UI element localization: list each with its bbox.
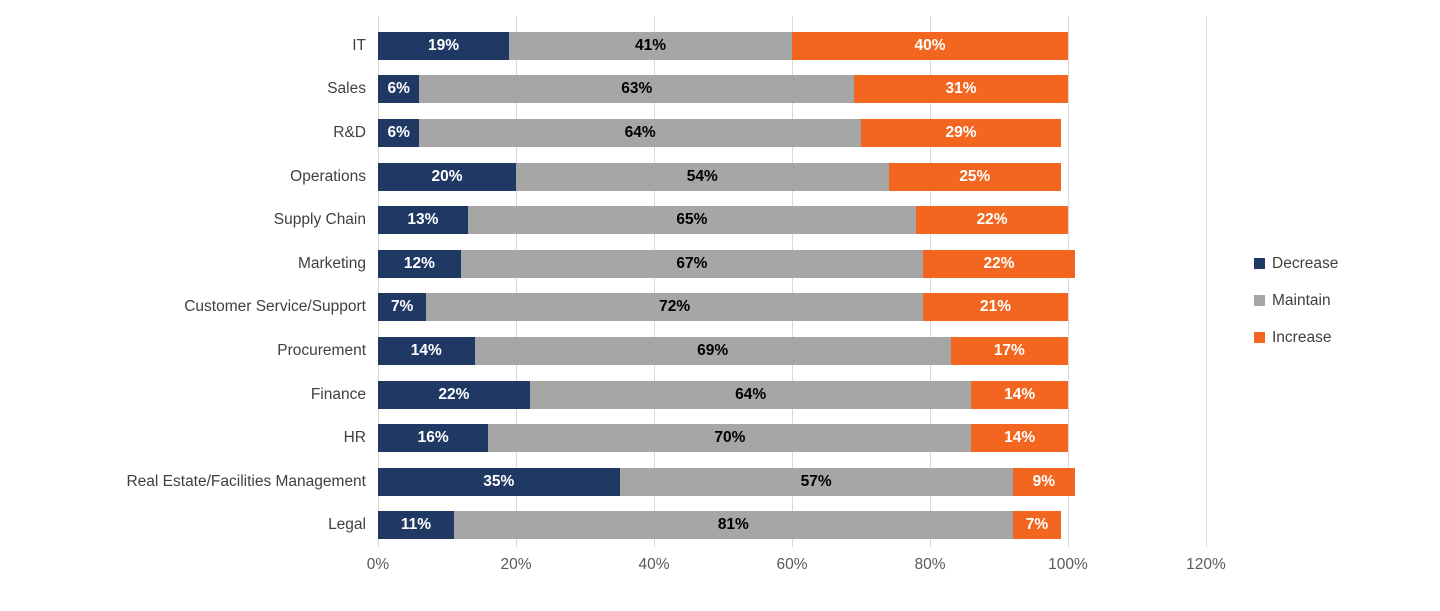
category-axis: IT Sales R&D Operations Supply Chain Marketin…: [12, 24, 378, 547]
stacked-bar: 13% 65% 22%: [378, 206, 1206, 235]
bar-segment-increase: 25%: [888, 162, 1062, 191]
x-tick-label: 20%: [500, 556, 532, 574]
x-tick-label: 60%: [776, 556, 808, 574]
bar-segment-maintain: 64%: [529, 380, 972, 409]
bar-rows: 19% 41% 40% 6% 63% 31% 6% 64% 29% 20% 54% 25% 13% 65%…: [378, 24, 1206, 547]
x-tick-label: 80%: [914, 556, 946, 574]
x-axis: 0% 20% 40% 60% 80% 100% 120%: [367, 547, 1226, 581]
bar-segment-increase: 17%: [950, 336, 1068, 365]
bar-segment-maintain: 67%: [460, 249, 924, 278]
bar-row: 6% 64% 29%: [378, 111, 1206, 155]
bar-segment-increase: 40%: [791, 31, 1068, 60]
category-label: Supply Chain: [273, 211, 366, 229]
category-label: HR: [343, 429, 366, 447]
bar-segment-decrease: 12%: [378, 249, 461, 278]
chart-body: IT Sales R&D Operations Supply Chain Marketin…: [12, 16, 1207, 548]
legend: Decrease Maintain Increase: [1206, 0, 1338, 611]
x-tick-label: 100%: [1048, 556, 1088, 574]
category-label: R&D: [333, 123, 366, 141]
bar-segment-decrease: 7%: [378, 293, 427, 322]
bar-segment-maintain: 57%: [619, 467, 1013, 496]
legend-swatch: [1254, 295, 1265, 306]
bar-segment-maintain: 69%: [474, 336, 951, 365]
bar-row: 22% 64% 14%: [378, 373, 1206, 417]
stacked-bar: 12% 67% 22%: [378, 249, 1206, 278]
stacked-bar: 35% 57% 9%: [378, 467, 1206, 496]
category-label: Operations: [290, 167, 366, 185]
category-label: Procurement: [277, 341, 366, 359]
bar-row: 12% 67% 22%: [378, 242, 1206, 286]
legend-item: Maintain: [1254, 292, 1338, 310]
bar-segment-maintain: 65%: [467, 206, 917, 235]
legend-label: Maintain: [1272, 291, 1331, 309]
bar-segment-decrease: 14%: [378, 336, 475, 365]
bar-segment-decrease: 35%: [378, 467, 620, 496]
bar-segment-maintain: 63%: [419, 75, 855, 104]
legend-label: Increase: [1272, 328, 1332, 346]
bar-segment-maintain: 41%: [509, 31, 792, 60]
bar-segment-increase: 22%: [923, 249, 1075, 278]
stacked-bar: 6% 63% 31%: [378, 75, 1206, 104]
bar-segment-decrease: 20%: [378, 162, 516, 191]
bar-segment-decrease: 19%: [378, 31, 510, 60]
legend-item: Increase: [1254, 329, 1338, 347]
bar-segment-maintain: 72%: [426, 293, 924, 322]
bar-segment-increase: 29%: [860, 118, 1062, 147]
x-axis-spacer: [12, 547, 378, 581]
category-label: Customer Service/Support: [184, 298, 366, 316]
bar-segment-maintain: 64%: [419, 118, 861, 147]
bar-segment-maintain: 54%: [515, 162, 889, 191]
legend-label: Decrease: [1272, 254, 1339, 272]
x-tick-label: 120%: [1186, 556, 1226, 574]
bar-segment-increase: 14%: [971, 380, 1068, 409]
stacked-bar: 16% 70% 14%: [378, 424, 1206, 453]
bar-row: 19% 41% 40%: [378, 24, 1206, 68]
bar-row: 13% 65% 22%: [378, 198, 1206, 242]
legend-item: Decrease: [1254, 255, 1338, 273]
bar-segment-decrease: 11%: [378, 511, 454, 540]
stacked-bar: 6% 64% 29%: [378, 118, 1206, 147]
bar-row: 20% 54% 25%: [378, 155, 1206, 199]
bar-segment-increase: 7%: [1012, 511, 1062, 540]
bar-segment-decrease: 6%: [378, 75, 420, 104]
stacked-bar: 19% 41% 40%: [378, 31, 1206, 60]
bar-row: 14% 69% 17%: [378, 329, 1206, 373]
category-label: IT: [352, 36, 366, 54]
stacked-bar: 11% 81% 7%: [378, 511, 1206, 540]
bar-segment-increase: 31%: [854, 75, 1068, 104]
bar-segment-decrease: 6%: [378, 118, 420, 147]
x-axis-row: 0% 20% 40% 60% 80% 100% 120%: [12, 547, 1226, 581]
bar-row: 7% 72% 21%: [378, 286, 1206, 330]
plot-area: 19% 41% 40% 6% 63% 31% 6% 64% 29% 20% 54% 25% 13% 65%…: [378, 16, 1207, 548]
bar-segment-maintain: 81%: [453, 511, 1013, 540]
bar-row: 6% 63% 31%: [378, 68, 1206, 112]
legend-swatch: [1254, 332, 1265, 343]
chart-main: IT Sales R&D Operations Supply Chain Marketin…: [12, 0, 1226, 611]
category-label: Legal: [328, 516, 366, 534]
bar-segment-increase: 22%: [916, 206, 1068, 235]
x-tick-label: 0%: [366, 556, 390, 574]
category-label: Finance: [310, 385, 366, 403]
bar-segment-maintain: 70%: [488, 424, 972, 453]
bar-segment-increase: 9%: [1012, 467, 1075, 496]
bar-segment-decrease: 16%: [378, 424, 489, 453]
bar-segment-increase: 14%: [971, 424, 1068, 453]
x-tick-label: 40%: [638, 556, 670, 574]
stacked-bar: 20% 54% 25%: [378, 162, 1206, 191]
category-label: Marketing: [297, 254, 366, 272]
category-label: Sales: [327, 80, 366, 98]
bar-segment-decrease: 13%: [378, 206, 468, 235]
bar-segment-decrease: 22%: [378, 380, 530, 409]
bar-row: 16% 70% 14%: [378, 416, 1206, 460]
stacked-bar: 14% 69% 17%: [378, 336, 1206, 365]
stacked-bar: 7% 72% 21%: [378, 293, 1206, 322]
stacked-bar: 22% 64% 14%: [378, 380, 1206, 409]
bar-row: 11% 81% 7%: [378, 504, 1206, 548]
legend-swatch: [1254, 258, 1265, 269]
category-label: Real Estate/Facilities Management: [126, 472, 366, 490]
bar-segment-increase: 21%: [923, 293, 1068, 322]
bar-row: 35% 57% 9%: [378, 460, 1206, 504]
